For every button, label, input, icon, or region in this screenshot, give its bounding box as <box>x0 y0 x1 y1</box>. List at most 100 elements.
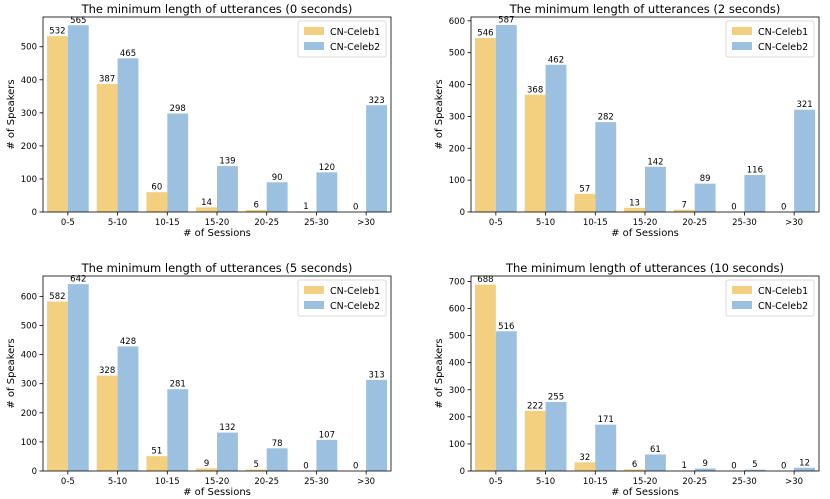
y-tick-label: 400 <box>21 351 37 361</box>
bar-cn-celeb2-1 <box>117 58 139 213</box>
legend-label: CN-Celeb2 <box>330 42 380 53</box>
data-label: 61 <box>650 445 661 455</box>
x-tick-label: 15-20 <box>633 218 658 228</box>
y-tick-label: 300 <box>449 386 465 396</box>
y-tick-label: 500 <box>449 332 465 342</box>
bar-cn-celeb2-4 <box>266 448 288 471</box>
bar-cn-celeb2-0 <box>67 25 89 213</box>
x-tick-label: 25-30 <box>732 477 757 487</box>
chart-panel-0: 532 387 60 14 6 1 0 565 465 298 139 90 120 323 0-5 5-10… <box>6 2 392 239</box>
x-axis-label: # of Sessions <box>611 228 679 239</box>
data-label: 9 <box>702 459 707 469</box>
legend-swatch-cn-celeb2 <box>732 301 752 309</box>
data-label: 6 <box>632 460 637 470</box>
chart-title: The minimum length of utterances (0 seco… <box>81 2 353 16</box>
data-label: 132 <box>219 423 235 433</box>
data-label: 255 <box>548 392 564 402</box>
bar-cn-celeb2-4 <box>694 183 716 212</box>
data-label: 688 <box>477 275 493 285</box>
bar-cn-celeb2-4 <box>694 468 716 471</box>
y-axis-label: # of Speakers <box>6 338 17 408</box>
data-label: 0 <box>303 462 308 472</box>
y-tick-label: 300 <box>21 380 37 390</box>
legend: CN-Celeb1 CN-Celeb2 <box>725 20 815 58</box>
data-label: 323 <box>368 96 384 106</box>
data-label: 1 <box>303 202 308 212</box>
data-label: 5 <box>254 460 259 470</box>
data-label: 0 <box>781 203 786 213</box>
y-tick-label: 100 <box>449 176 465 186</box>
bar-cn-celeb2-1 <box>117 346 139 471</box>
legend-label: CN-Celeb2 <box>330 301 380 312</box>
data-label: 281 <box>170 380 186 390</box>
data-label: 120 <box>319 163 335 173</box>
bar-cn-celeb1-1 <box>96 375 118 471</box>
legend-swatch-cn-celeb1 <box>732 286 752 294</box>
data-label: 5 <box>752 460 757 470</box>
data-label: 32 <box>579 453 590 463</box>
y-tick-label: 200 <box>449 144 465 154</box>
data-label: 516 <box>498 322 514 332</box>
bar-cn-celeb2-1 <box>545 401 567 471</box>
bar-cn-celeb1-2 <box>146 192 168 212</box>
data-label: 78 <box>272 439 283 449</box>
x-axis-label: # of Sessions <box>183 228 251 239</box>
bar-cn-celeb2-6 <box>794 109 816 212</box>
bar-cn-celeb2-3 <box>217 432 238 471</box>
data-label: 14 <box>201 198 212 208</box>
x-tick-label: 10-15 <box>155 477 180 487</box>
x-tick-label: 0-5 <box>489 218 503 228</box>
x-tick-label: 20-25 <box>682 218 707 228</box>
legend-label: CN-Celeb1 <box>758 27 808 38</box>
legend: CN-Celeb1 CN-Celeb2 <box>725 279 815 317</box>
bar-cn-celeb1-3 <box>196 468 217 471</box>
data-label: 1 <box>682 461 687 471</box>
data-label: 546 <box>477 29 493 39</box>
data-label: 462 <box>548 55 564 65</box>
x-tick-label: 10-15 <box>155 218 180 228</box>
y-tick-label: 600 <box>21 292 37 302</box>
x-tick-label: 20-25 <box>254 218 279 228</box>
bar-cn-celeb2-6 <box>794 467 816 471</box>
bar-cn-celeb1-0 <box>474 284 496 471</box>
bar-cn-celeb2-2 <box>167 389 189 471</box>
chart-title: The minimum length of utterances (5 seco… <box>81 261 353 275</box>
x-tick-label: 5-10 <box>108 218 127 228</box>
data-label: 9 <box>204 459 209 469</box>
bar-cn-celeb2-2 <box>595 122 617 212</box>
bar-cn-celeb1-1 <box>96 84 118 212</box>
bar-cn-celeb2-5 <box>744 175 766 212</box>
data-label: 328 <box>99 366 115 376</box>
y-tick-label: 200 <box>21 409 37 419</box>
bar-cn-celeb1-0 <box>46 301 68 471</box>
bar-cn-celeb2-5 <box>316 172 338 212</box>
legend-swatch-cn-celeb2 <box>304 301 324 309</box>
x-tick-label: 5-10 <box>536 218 555 228</box>
x-tick-label: 20-25 <box>682 477 707 487</box>
bar-cn-celeb2-3 <box>645 454 666 471</box>
y-tick-label: 100 <box>21 175 37 185</box>
data-label: 587 <box>498 15 514 25</box>
bar-cn-celeb2-4 <box>266 182 288 212</box>
x-tick-label: 25-30 <box>304 218 329 228</box>
bar-cn-celeb1-3 <box>624 469 645 472</box>
data-label: 116 <box>747 166 763 176</box>
x-tick-label: >30 <box>357 477 375 487</box>
data-label: 89 <box>700 174 711 184</box>
data-label: 51 <box>151 447 162 457</box>
y-tick-label: 300 <box>21 109 37 119</box>
data-label: 387 <box>99 75 115 85</box>
data-label: 222 <box>527 401 543 411</box>
x-tick-label: >30 <box>785 477 803 487</box>
data-label: 90 <box>272 173 283 183</box>
x-tick-label: 15-20 <box>205 477 230 487</box>
x-tick-label: 5-10 <box>108 477 127 487</box>
bar-cn-celeb1-2 <box>574 193 596 212</box>
y-tick-label: 200 <box>21 142 37 152</box>
bar-cn-celeb1-4 <box>673 209 695 212</box>
bar-cn-celeb2-3 <box>217 166 238 212</box>
data-label: 57 <box>579 184 590 194</box>
y-tick-label: 0 <box>460 208 465 218</box>
x-tick-label: 25-30 <box>732 218 757 228</box>
